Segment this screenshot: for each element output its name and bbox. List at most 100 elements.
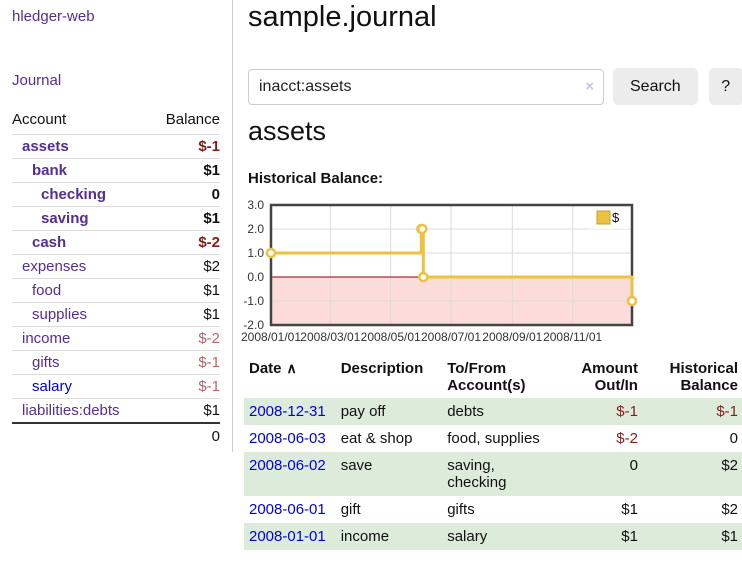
account-balance: $2 <box>150 255 220 279</box>
txn-amount: $-1 <box>557 398 646 425</box>
txn-balance: $-1 <box>646 398 742 425</box>
legend-label: $ <box>612 210 620 225</box>
account-heading: assets <box>248 116 326 147</box>
sort-asc-icon: ∧ <box>287 360 297 376</box>
account-row: gifts $-1 <box>12 351 220 375</box>
accounts-col-balance: Balance <box>150 109 220 135</box>
txn-date-link[interactable]: 2008-06-03 <box>249 430 326 447</box>
txn-date-link[interactable]: 2008-01-01 <box>249 528 326 545</box>
txn-description: pay off <box>336 398 443 425</box>
account-link-liabilities-debts[interactable]: liabilities:debts <box>22 402 120 419</box>
main-panel: sample.journal × Search ? assets Histori… <box>244 0 742 582</box>
txn-amount: $1 <box>557 523 646 550</box>
account-balance: $1 <box>150 303 220 327</box>
register-header-row: Date∧ Description To/From Account(s) Amo… <box>244 357 742 398</box>
account-link-salary[interactable]: salary <box>32 378 72 395</box>
col-accounts: To/From Account(s) <box>442 357 556 398</box>
account-link-gifts[interactable]: gifts <box>32 354 60 371</box>
account-row: food $1 <box>12 279 220 303</box>
account-link-checking[interactable]: checking <box>41 186 106 203</box>
clear-search-icon[interactable]: × <box>585 78 594 95</box>
x-tick-label: 2008/07/01 <box>421 330 481 344</box>
y-tick-label: 3.0 <box>247 198 264 212</box>
txn-balance: $1 <box>646 523 742 550</box>
search-row: × Search ? <box>248 68 742 105</box>
account-row: income $-2 <box>12 327 220 351</box>
sidebar: hledger-web Journal Account Balance asse… <box>0 0 233 452</box>
txn-accounts: debts <box>442 398 556 425</box>
col-date[interactable]: Date∧ <box>244 357 336 398</box>
col-balance: Historical Balance <box>646 357 742 398</box>
data-point-marker <box>419 273 427 281</box>
txn-date-link[interactable]: 2008-06-02 <box>249 457 326 474</box>
account-link-income[interactable]: income <box>22 330 70 347</box>
account-row: saving $1 <box>12 207 220 231</box>
accounts-col-account: Account <box>12 109 150 135</box>
historical-balance-chart: 3.02.01.00.0-1.0-2.02008/01/012008/03/01… <box>244 198 742 353</box>
account-row: bank $1 <box>12 159 220 183</box>
account-balance: $1 <box>150 279 220 303</box>
y-tick-label: 2.0 <box>247 222 264 236</box>
search-button[interactable]: Search <box>613 68 698 105</box>
account-balance: $-2 <box>150 231 220 255</box>
txn-accounts: salary <box>442 523 556 550</box>
txn-date-link[interactable]: 2008-12-31 <box>249 403 326 420</box>
account-balance: $-1 <box>150 375 220 399</box>
data-point-marker <box>267 249 275 257</box>
account-row: salary $-1 <box>12 375 220 399</box>
account-row: liabilities:debts $1 <box>12 399 220 424</box>
account-row: assets $-1 <box>12 135 220 159</box>
account-link-supplies[interactable]: supplies <box>32 306 87 323</box>
accounts-total-balance: 0 <box>150 423 220 449</box>
sidebar-item-journal[interactable]: Journal <box>12 72 61 89</box>
y-tick-label: 0.0 <box>247 270 264 284</box>
txn-accounts: food, supplies <box>442 425 556 452</box>
x-tick-label: 2008/03/01 <box>300 330 360 344</box>
account-row: supplies $1 <box>12 303 220 327</box>
account-row: checking 0 <box>12 183 220 207</box>
account-link-expenses[interactable]: expenses <box>22 258 86 275</box>
txn-description: eat & shop <box>336 425 443 452</box>
txn-description: save <box>336 452 443 496</box>
account-balance: $-1 <box>150 351 220 375</box>
account-link-cash[interactable]: cash <box>32 234 66 251</box>
txn-accounts: gifts <box>442 496 556 523</box>
account-balance: $1 <box>150 207 220 231</box>
register-row: 2008-06-01 gift gifts $1 $2 <box>244 496 742 523</box>
txn-amount: 0 <box>557 452 646 496</box>
txn-balance: 0 <box>646 425 742 452</box>
x-tick-label: 2008/09/01 <box>482 330 542 344</box>
account-balance: $-2 <box>150 327 220 351</box>
help-button[interactable]: ? <box>709 68 742 105</box>
accounts-total-row: 0 <box>12 423 220 449</box>
account-link-bank[interactable]: bank <box>32 162 67 179</box>
txn-amount: $-2 <box>557 425 646 452</box>
account-row: cash $-2 <box>12 231 220 255</box>
register-table: Date∧ Description To/From Account(s) Amo… <box>244 357 742 550</box>
x-tick-label: 2008/11/01 <box>543 330 602 344</box>
chart-canvas: 3.02.01.00.0-1.0-2.02008/01/012008/03/01… <box>244 198 739 350</box>
account-balance: $1 <box>150 399 220 424</box>
x-tick-label: 2008/01/01 <box>241 330 301 344</box>
account-link-assets[interactable]: assets <box>22 138 69 155</box>
app-title-link[interactable]: hledger-web <box>12 8 95 25</box>
account-link-food[interactable]: food <box>32 282 61 299</box>
account-link-saving[interactable]: saving <box>41 210 89 227</box>
register-row: 2008-06-02 save saving, checking 0 $2 <box>244 452 742 496</box>
account-row: expenses $2 <box>12 255 220 279</box>
register-row: 2008-12-31 pay off debts $-1 $-1 <box>244 398 742 425</box>
register-row: 2008-06-03 eat & shop food, supplies $-2… <box>244 425 742 452</box>
search-box: × <box>248 69 604 105</box>
txn-amount: $1 <box>557 496 646 523</box>
txn-accounts: saving, checking <box>442 452 556 496</box>
txn-description: gift <box>336 496 443 523</box>
search-input[interactable] <box>248 69 604 105</box>
txn-balance: $2 <box>646 496 742 523</box>
legend-swatch-icon <box>597 211 610 224</box>
txn-date-link[interactable]: 2008-06-01 <box>249 501 326 518</box>
txn-description: income <box>336 523 443 550</box>
accounts-header-row: Account Balance <box>12 109 220 135</box>
data-point-marker <box>628 297 636 305</box>
account-balance: 0 <box>150 183 220 207</box>
account-balance: $-1 <box>150 135 220 159</box>
